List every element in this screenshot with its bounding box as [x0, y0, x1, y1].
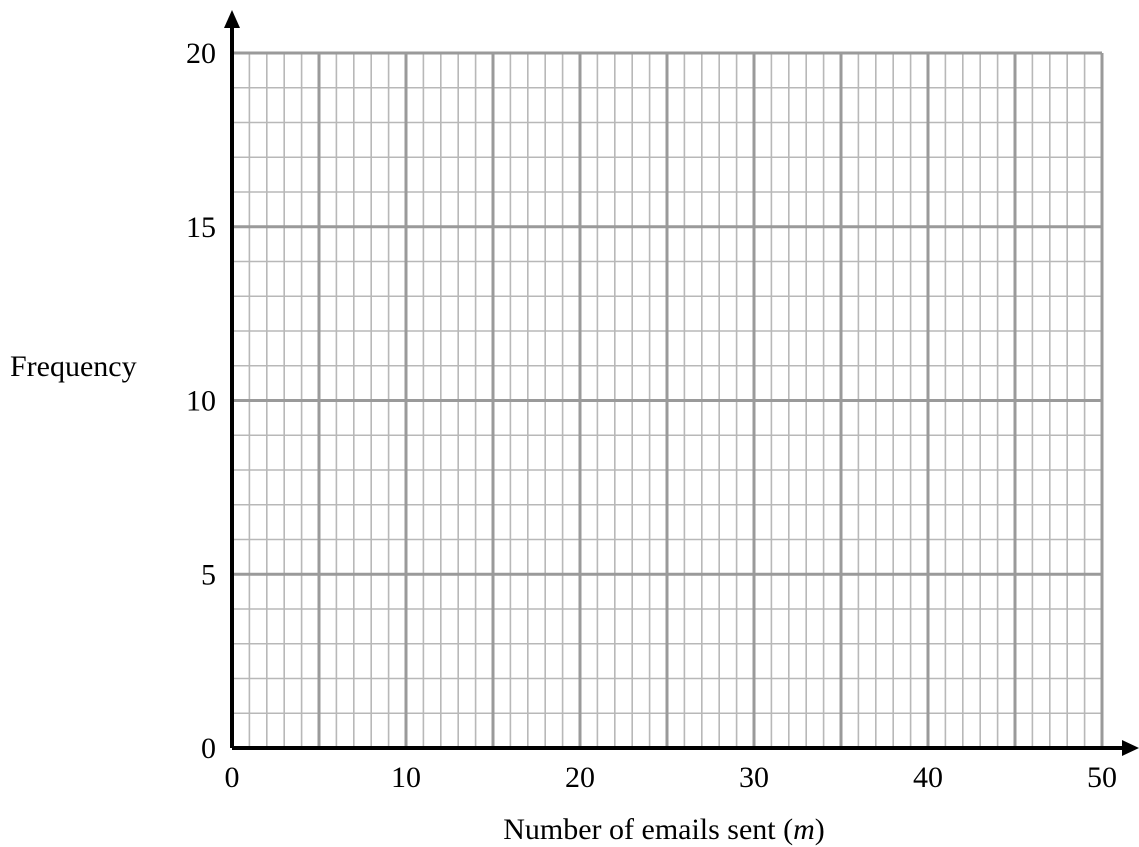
x-axis-title-close: ): [815, 813, 825, 846]
y-tick-label: 15: [186, 211, 216, 244]
y-axis-arrowhead: [224, 10, 240, 28]
x-tick-label: 50: [1087, 761, 1117, 794]
x-axis-title-variable: m: [793, 813, 815, 846]
y-tick-label: 5: [201, 558, 216, 591]
x-axis-arrowhead: [1122, 740, 1139, 756]
x-tick-label: 10: [391, 761, 421, 794]
y-tick-label: 20: [186, 37, 216, 70]
y-tick-label: 10: [186, 385, 216, 418]
x-tick-labels: 0 10 20 30 40 50: [225, 761, 1118, 794]
y-axis-title: Frequency: [10, 350, 137, 383]
x-tick-label: 40: [913, 761, 943, 794]
x-tick-label: 20: [565, 761, 595, 794]
y-tick-label: 0: [201, 732, 216, 765]
y-tick-labels: 0 5 10 15 20: [186, 37, 216, 765]
x-axis-title: Number of emails sent (m): [503, 813, 825, 846]
axes: [224, 10, 1139, 756]
x-tick-label: 0: [225, 761, 240, 794]
x-tick-label: 30: [739, 761, 769, 794]
x-axis-title-text: Number of emails sent (: [503, 813, 793, 846]
